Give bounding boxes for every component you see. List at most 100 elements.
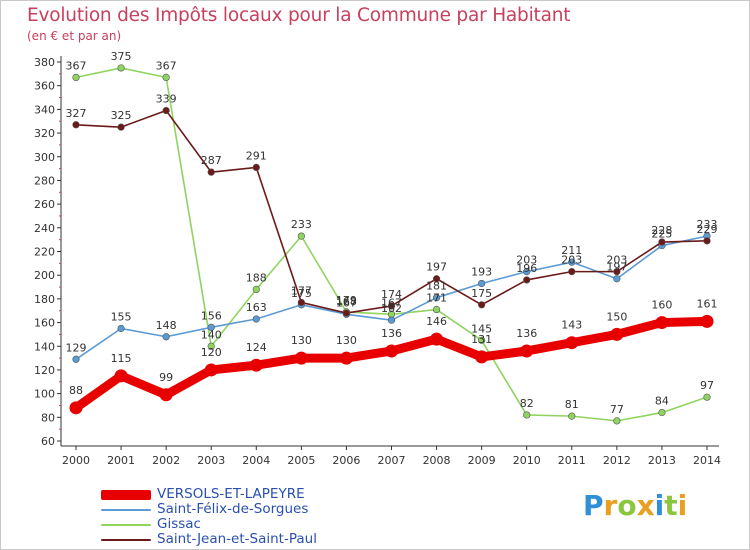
series-point-1 [72, 355, 80, 363]
data-label-0: 99 [159, 371, 173, 384]
series-point-3 [613, 268, 621, 276]
legend-swatch [101, 538, 151, 541]
data-label-2: 145 [471, 322, 492, 335]
proxiti-logo: Proxiti [583, 489, 687, 522]
series-point-2 [523, 411, 531, 419]
chart-subtitle: (en € et par an) [27, 29, 122, 43]
legend-item: Saint-Félix-de-Sorgues [101, 502, 317, 517]
y-tick-label: 60 [41, 435, 55, 448]
y-tick-label: 320 [34, 127, 55, 140]
series-point-2 [117, 64, 125, 72]
data-label-1: 181 [426, 280, 447, 293]
data-label-0: 150 [606, 310, 627, 323]
data-label-3: 291 [246, 149, 267, 162]
x-tick-label: 2011 [558, 454, 586, 467]
logo-letter: i [654, 489, 665, 522]
series-point-0 [520, 344, 534, 358]
data-label-1: 162 [381, 302, 402, 315]
data-label-1: 225 [651, 228, 672, 241]
data-label-1: 163 [246, 301, 267, 314]
logo-letter: t [664, 489, 678, 522]
series-point-0 [700, 314, 714, 328]
data-label-2: 367 [156, 59, 177, 72]
data-label-1: 156 [201, 309, 222, 322]
y-tick-label: 120 [34, 364, 55, 377]
logo-letter: o [617, 489, 637, 522]
series-point-1 [568, 258, 576, 266]
data-label-1: 233 [697, 218, 718, 231]
data-label-3: 197 [426, 261, 447, 274]
data-label-3: 196 [516, 262, 537, 275]
series-point-3 [342, 309, 351, 317]
y-tick-label: 140 [34, 340, 55, 353]
x-tick-label: 2002 [152, 454, 180, 467]
logo-letter: r [603, 489, 618, 522]
series-point-3 [297, 298, 305, 307]
chart-title: Evolution des Impôts locaux pour la Comm… [27, 5, 571, 26]
legend-label: Gissac [157, 516, 201, 532]
x-tick-label: 2009 [468, 454, 496, 467]
x-tick-label: 2003 [197, 454, 225, 467]
legend-item: Gissac [101, 517, 317, 532]
data-label-2: 167 [381, 296, 402, 309]
data-label-2: 82 [520, 397, 534, 410]
x-tick-label: 2007 [378, 454, 406, 467]
chart-axes: 60 80 100 120 140 160 180 200 220 240 260 280 300 320… [34, 56, 721, 467]
data-label-3: 174 [381, 288, 402, 301]
series-point-2 [252, 285, 260, 294]
data-label-3: 327 [66, 107, 87, 120]
y-tick-label: 160 [34, 317, 55, 330]
logo-letter: x [636, 489, 655, 522]
series-point-2 [297, 232, 305, 240]
data-label-2: 84 [655, 395, 669, 408]
series-point-2 [432, 305, 441, 314]
data-label-0: 130 [291, 334, 312, 347]
x-tick-label: 2012 [603, 454, 631, 467]
series-point-0 [565, 336, 579, 350]
series-point-0 [294, 351, 308, 365]
data-label-2: 81 [565, 398, 579, 411]
series-point-1 [162, 333, 170, 341]
series-point-0 [249, 358, 263, 372]
data-label-3: 203 [606, 254, 627, 267]
series-point-2 [478, 336, 486, 344]
data-label-3: 287 [201, 154, 222, 167]
y-tick-label: 300 [34, 151, 55, 164]
series-point-1 [613, 275, 621, 283]
y-tick-label: 200 [34, 269, 55, 282]
y-tick-label: 360 [34, 80, 55, 93]
series-point-0 [385, 344, 398, 358]
series-point-3 [252, 163, 260, 172]
x-tick-label: 2013 [648, 454, 676, 467]
data-label-1: 197 [606, 261, 627, 274]
series-point-3 [387, 302, 396, 310]
series-point-1 [387, 316, 396, 324]
data-labels-layer: 88 115 99 120 124 130 130 136 146 131 136 143 150 160… [66, 50, 718, 416]
data-label-0: 136 [516, 327, 537, 340]
data-label-3: 168 [336, 295, 357, 308]
legend-swatch [101, 489, 151, 500]
legend-label: Saint-Félix-de-Sorgues [157, 501, 309, 517]
series-point-1 [207, 323, 215, 331]
data-label-2: 171 [426, 292, 447, 305]
chart-legend: VERSOLS-ET-LAPEYRE Saint-Félix-de-Sorgues… [101, 487, 317, 547]
x-tick-label: 2014 [693, 454, 721, 467]
y-tick-label: 240 [34, 222, 55, 235]
data-label-2: 140 [201, 328, 222, 341]
series-point-3 [432, 275, 441, 283]
y-tick-label: 380 [34, 56, 55, 69]
data-label-3: 229 [697, 223, 718, 236]
data-label-1: 175 [291, 287, 312, 300]
data-label-0: 88 [69, 384, 83, 397]
legend-label: VERSOLS-ET-LAPEYRE [157, 486, 305, 502]
x-tick-label: 2001 [107, 454, 135, 467]
series-point-2 [72, 73, 80, 81]
x-tick-label: 2004 [242, 454, 270, 467]
data-label-0: 143 [561, 319, 582, 332]
x-tick-label: 2008 [423, 454, 451, 467]
series-point-3 [523, 276, 531, 284]
series-point-1 [252, 315, 260, 323]
logo-letter: P [583, 489, 604, 522]
